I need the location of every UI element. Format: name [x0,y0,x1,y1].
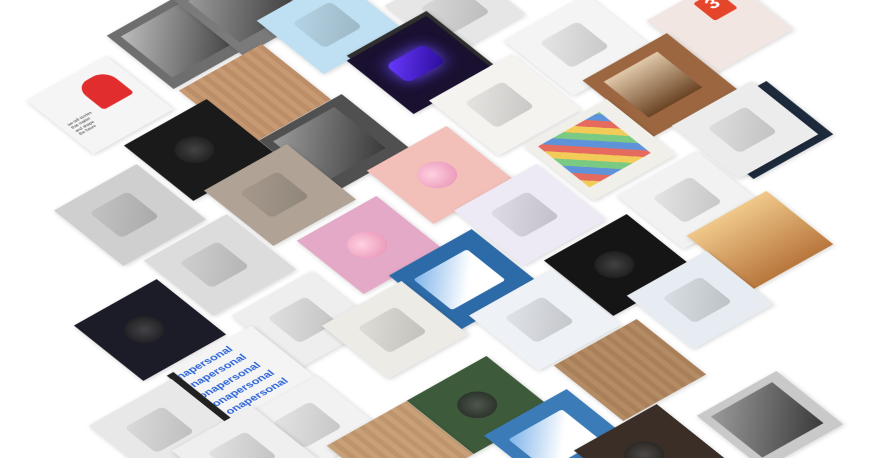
tile-graphic [89,191,160,239]
tile-graphic [504,296,575,344]
tile-graphic [166,130,223,169]
tile-graphic [266,296,338,344]
tile-graphic [651,176,723,224]
tile-graphic [489,191,560,239]
tile-graphic [385,43,446,84]
tile-graphic [179,241,250,289]
tile-graphic [116,310,173,349]
tile-graphic [464,81,535,129]
tile-graphic [661,276,733,324]
tile-graphic [339,225,396,264]
tile-graphic [449,385,506,424]
tile-graphic [239,171,310,219]
tile-graphic [586,245,643,284]
tile-graphic [409,155,466,194]
tile-graphic [291,1,363,49]
poster-figure [74,69,135,110]
tile-graphic [616,435,673,458]
tile-graphic [706,106,778,154]
tile-graphic [206,431,278,458]
poster-caption: we tell stories that matter and shape th… [66,110,98,137]
calendar-number: 3 [693,0,738,21]
tile-graphic [539,21,610,69]
tile-graphic [356,306,428,354]
